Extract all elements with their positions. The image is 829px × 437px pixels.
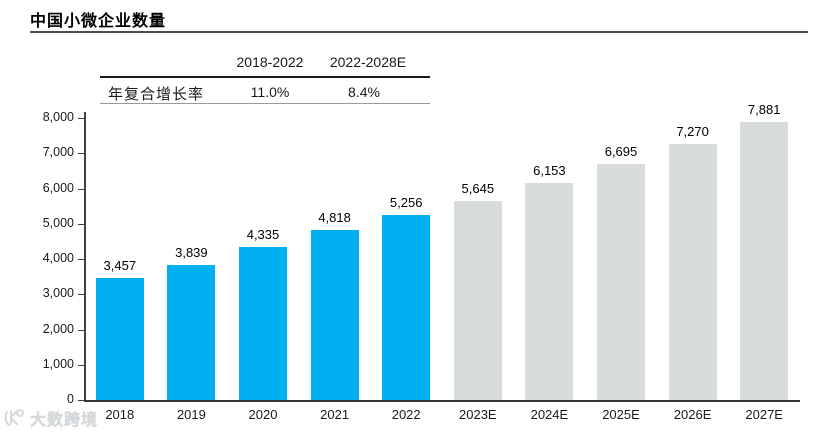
x-axis-label-2020: 2020 <box>248 407 278 422</box>
cagr-row-label: 年复合增长率 <box>108 86 205 103</box>
x-axis-label-2022: 2022 <box>391 407 421 422</box>
y-axis-tick <box>78 118 84 119</box>
cagr-header-divider <box>100 76 430 78</box>
title-underline <box>30 31 808 33</box>
y-axis-tick <box>78 259 84 260</box>
y-axis-tick-label: 6,000 <box>42 180 74 195</box>
bar-value-label: 7,270 <box>676 123 709 139</box>
y-axis-tick-label: 0 <box>67 392 74 406</box>
y-axis-tick-label: 4,000 <box>42 251 74 265</box>
y-axis-tick <box>78 188 84 190</box>
y-axis-line <box>84 112 86 402</box>
bar-value-label: 6,695 <box>604 144 638 159</box>
y-axis-tick <box>78 329 84 331</box>
bar-value-label: 7,881 <box>747 102 781 118</box>
y-axis-tick-label: 1,000 <box>42 356 74 371</box>
y-axis-tick <box>78 294 84 296</box>
bar-value-label: 4,335 <box>246 227 280 243</box>
y-axis-tick-label: 8,000 <box>42 110 74 124</box>
bar-value-label: 6,153 <box>533 163 566 179</box>
bar-2019 <box>167 264 216 400</box>
bar-2026E <box>668 143 717 400</box>
bar-2022 <box>382 214 431 400</box>
x-axis-label-2019: 2019 <box>176 407 206 422</box>
cagr-col-header-2018-2022: 2018-2022 <box>236 54 304 70</box>
swirl-logo-icon <box>4 409 24 426</box>
x-axis-line <box>84 400 800 402</box>
bar-2025E <box>597 164 645 400</box>
cagr-value-2022-2028e: 8.4% <box>348 84 380 100</box>
cagr-value-2018-2022: 11.0% <box>250 84 290 100</box>
y-axis-tick <box>78 364 84 366</box>
x-axis-label-2023E: 2023E <box>459 407 497 422</box>
cagr-table-bottom-border <box>100 103 430 104</box>
bar-2021 <box>310 230 359 400</box>
y-axis-tick <box>78 153 84 155</box>
page-title: 中国小微企业数量 <box>30 13 167 30</box>
x-axis-label-2025E: 2025E <box>602 407 640 422</box>
bar-2024E <box>525 183 574 400</box>
bar-value-label: 4,818 <box>318 210 351 226</box>
y-axis-tick-label: 5,000 <box>42 215 74 230</box>
x-axis-label-2018: 2018 <box>105 407 135 422</box>
bar-value-label: 5,256 <box>389 194 423 210</box>
y-axis-tick-label: 7,000 <box>42 145 74 160</box>
y-axis-tick <box>78 400 84 401</box>
watermark: 大数跨境 <box>3 406 98 430</box>
bar-2020 <box>239 247 287 400</box>
y-axis-tick-label: 2,000 <box>42 321 74 336</box>
bar-2018 <box>95 278 144 400</box>
y-axis-tick <box>78 223 84 225</box>
x-axis-label-2026E: 2026E <box>673 407 712 422</box>
bar-2027E <box>740 122 789 400</box>
bar-value-label: 3,457 <box>103 258 137 274</box>
x-axis-label-2021: 2021 <box>320 407 350 422</box>
bar-value-label: 3,839 <box>175 244 208 260</box>
y-axis-tick-label: 3,000 <box>42 286 74 301</box>
bar-value-label: 5,645 <box>461 181 495 196</box>
x-axis-label-2027E: 2027E <box>745 407 783 422</box>
x-axis-label-2024E: 2024E <box>530 407 569 422</box>
cagr-col-header-2022-2028e: 2022-2028E <box>329 54 407 70</box>
bar-2023E <box>453 201 502 400</box>
watermark-text: 大数跨境 <box>30 412 99 429</box>
